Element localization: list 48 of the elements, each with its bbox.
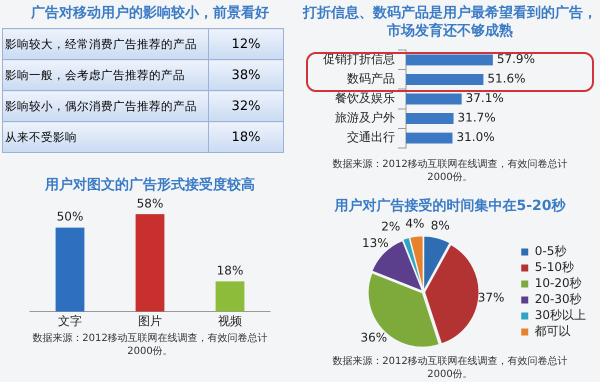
category-label: 影响一般，会考虑广告推荐的产品 (2, 60, 208, 90)
legend-label: 都可以 (534, 324, 571, 338)
data-label: 31.0% (456, 130, 495, 144)
source-note: 数据来源：2012移动互联网在线调查，有效问卷总计2000份。 (331, 355, 569, 381)
text: 38% (232, 68, 260, 82)
text: 32% (232, 98, 260, 114)
source-note: 数据来源：2012移动互联网在线调查，有效问卷总计2000份。 (331, 158, 569, 184)
data-label: 8% (430, 218, 450, 232)
legend-label: 30秒以上 (534, 308, 586, 322)
chart-title: 用户对广告接受的时间集中在5-20秒 (333, 197, 567, 215)
legend-label: 5-10秒 (534, 260, 574, 274)
data-label: 36% (360, 330, 388, 345)
y-tick-label: 促销打折信息 (323, 52, 395, 66)
data-label: 37.1% (466, 91, 504, 106)
x-tick-label: 文字 (58, 314, 82, 328)
chart-title: 用户对图文的广告形式接受度较高 (44, 176, 256, 194)
y-tick-label: 交通出行 (347, 130, 395, 144)
text: 12% (232, 36, 260, 52)
data-label: 13% (362, 236, 389, 250)
data-label: 31.7% (458, 110, 496, 125)
data-label: 2% (381, 219, 400, 234)
data-label: 37% (478, 290, 504, 305)
chart-title: 打折信息、数码产品是用户最希望看到的广告，市场发育还不够成熟 (302, 4, 598, 40)
category-label: 影响较小，偶尔消费广告推荐的产品 (2, 90, 208, 122)
bar (406, 94, 462, 104)
legend-label: 10-20秒 (534, 276, 582, 290)
x-tick-label: 视频 (218, 314, 242, 328)
bar (406, 54, 493, 66)
data-label: 58% (136, 196, 164, 210)
bar (406, 132, 452, 144)
bar (406, 113, 454, 124)
text: 18% (232, 130, 260, 144)
legend-label: 0-5秒 (534, 244, 566, 258)
text: 广告对移动用户的影响较小，前景看好 (30, 4, 270, 22)
y-tick-label: 餐饮及娱乐 (335, 91, 395, 106)
data-label: 51.6% (487, 72, 526, 86)
category-label: 从来不受影响 (2, 122, 208, 152)
data-label: 57.9% (496, 52, 535, 66)
category-label: 影响较大，经常消费广告推荐的产品 (2, 28, 208, 60)
data-label: 50% (56, 210, 84, 224)
source-note: 数据来源：2012移动互联网在线调查，有效问卷总计2000份。 (31, 332, 269, 358)
y-tick-label: 旅游及户外 (335, 110, 395, 125)
bar (406, 74, 484, 85)
y-tick-label: 数码产品 (347, 72, 395, 86)
data-label: 4% (405, 216, 424, 231)
data-label: 18% (216, 263, 244, 278)
x-tick-label: 图片 (138, 314, 162, 328)
legend-label: 20-30秒 (534, 292, 582, 306)
